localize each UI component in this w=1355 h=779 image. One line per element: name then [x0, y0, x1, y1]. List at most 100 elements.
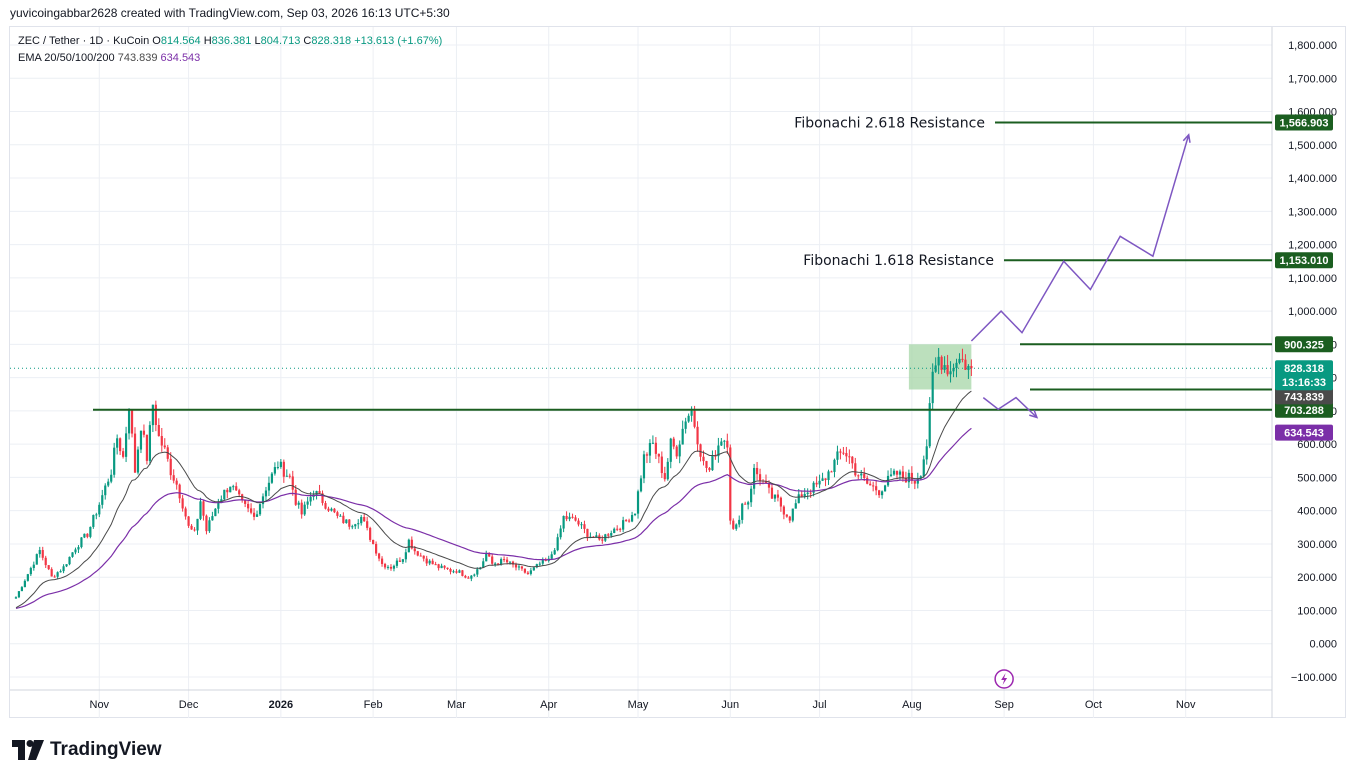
candle-body [172, 475, 175, 481]
gridlines [10, 27, 1272, 718]
candle-body [14, 597, 18, 599]
candle-body [392, 565, 396, 569]
candle-body [800, 494, 803, 497]
candle-body [732, 520, 735, 529]
candle-body [952, 368, 955, 372]
candle-body [910, 472, 913, 481]
ema-slow-tag: 634.543 [1284, 428, 1324, 440]
ema-slow-line [15, 427, 972, 609]
candle-body [279, 461, 282, 468]
candle-body [377, 553, 381, 559]
x-tick-label: Apr [540, 699, 557, 711]
candle-body [961, 358, 964, 360]
candle-body [122, 451, 125, 457]
y-tick-label: 1,000.000 [1288, 306, 1337, 318]
candle-body [586, 528, 589, 538]
candle-body [443, 565, 446, 568]
candle-body [333, 508, 336, 513]
candle-body [758, 474, 762, 481]
candle-body [255, 514, 259, 517]
candle-body [955, 362, 958, 369]
candle-body [267, 482, 271, 491]
ema-label[interactable]: EMA 20/50/100/200 [18, 52, 115, 64]
candle-body [556, 537, 559, 551]
candle-body [622, 520, 625, 530]
symbol-title[interactable]: ZEC / Tether · 1D · KuCoin [18, 35, 150, 47]
candle-body [669, 438, 672, 462]
candle-body [642, 454, 646, 479]
tradingview-logo-text: TradingView [50, 739, 162, 760]
candle-body [89, 526, 92, 537]
candle-body [380, 558, 384, 564]
candle-body [59, 571, 62, 573]
candle-body [922, 459, 925, 477]
candle-body [217, 503, 220, 509]
candle-body [208, 520, 211, 532]
candle-body [464, 575, 467, 578]
candle-body [717, 445, 720, 457]
candle-body [741, 503, 744, 520]
candle-body [83, 533, 86, 538]
candle-body [327, 508, 330, 511]
candle-body [553, 550, 556, 555]
candle-body [901, 471, 905, 479]
candle-body [23, 580, 26, 588]
candle-body [568, 516, 571, 520]
candle-body [562, 515, 565, 529]
candle-body [550, 554, 553, 559]
candle-body [946, 365, 949, 375]
y-tick-label: 1,500.000 [1288, 140, 1337, 152]
candle-body [249, 508, 253, 513]
candle-body [386, 566, 390, 568]
candle-body [17, 591, 21, 598]
candle-body [285, 475, 288, 477]
candle-body [446, 567, 449, 570]
ema-slow-tag-bg [1275, 424, 1333, 441]
candle-body [202, 501, 205, 516]
candle-body [163, 445, 166, 448]
candle-body [357, 523, 360, 525]
candle-body [360, 517, 363, 524]
candle-body [824, 478, 827, 481]
candle-body [514, 564, 518, 568]
candle-body [288, 475, 291, 477]
candle-body [428, 560, 431, 564]
candle-body [291, 476, 294, 490]
open-label: O [152, 35, 161, 47]
candle-body [681, 428, 684, 445]
candle-body [98, 504, 101, 515]
candle-body [511, 561, 515, 565]
candle-body [372, 539, 375, 544]
candle-body [625, 520, 628, 522]
candle-body [190, 525, 193, 530]
candle-body [196, 518, 199, 531]
y-tick-label: 1,400.000 [1288, 173, 1337, 185]
candle-body [50, 569, 53, 577]
candle-body [883, 485, 887, 492]
candle-body [270, 473, 274, 483]
candle-body [244, 499, 247, 504]
level-price-tag-bg [1275, 114, 1333, 131]
x-tick-label: Jul [813, 699, 827, 711]
event-lightning-icon[interactable] [994, 669, 1014, 689]
candle-body [821, 478, 824, 481]
candle-body [193, 529, 196, 531]
candle-body [696, 426, 699, 445]
candle-body [726, 440, 729, 448]
candle-body [613, 528, 616, 534]
candle-body [187, 516, 190, 526]
y-tick-label: 500.000 [1297, 472, 1337, 484]
x-tick-label: Feb [364, 699, 383, 711]
candle-body [258, 504, 262, 515]
candle-body [199, 501, 202, 519]
candle-body [101, 495, 104, 505]
candle-body [776, 494, 780, 498]
candle-body [705, 461, 708, 468]
candle-body [970, 365, 973, 369]
candle-body [738, 519, 741, 525]
candle-body [648, 443, 652, 456]
candle-body [47, 565, 50, 570]
candle-body [770, 487, 774, 499]
close-value: 828.318 [311, 35, 352, 47]
